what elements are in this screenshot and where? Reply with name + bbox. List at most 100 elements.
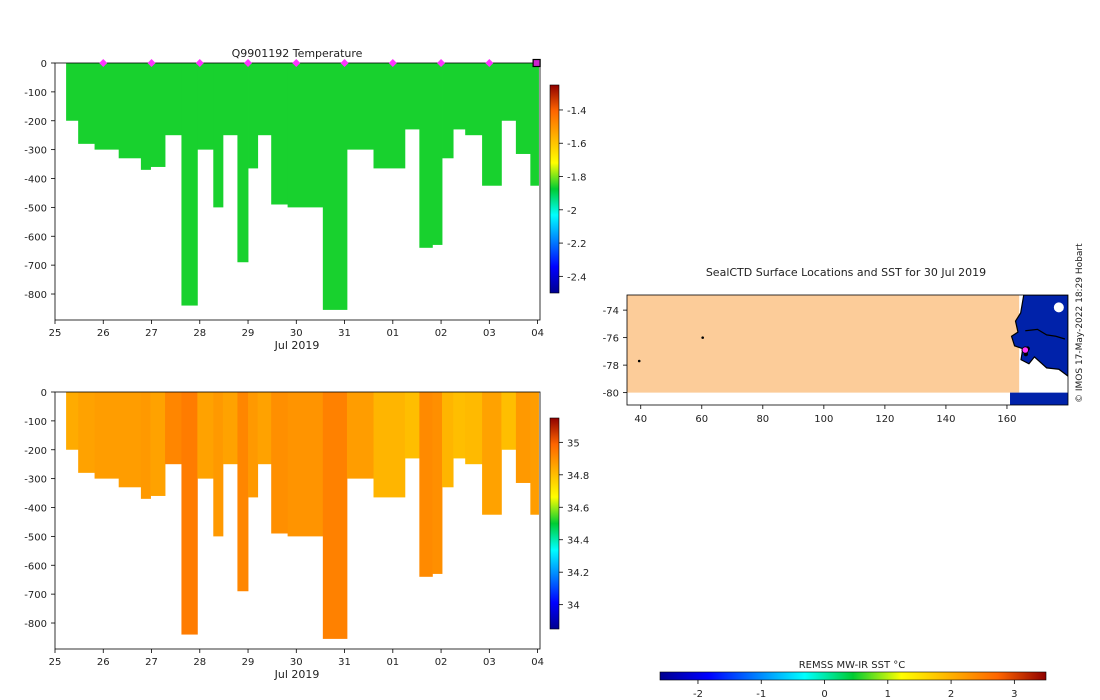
temp-profile-0 (66, 63, 79, 121)
temp-ytick-label: -300 (24, 146, 47, 157)
temperature-profiles (66, 63, 539, 310)
map-xtick-label: 120 (875, 414, 894, 425)
salinity-profiles (66, 392, 539, 639)
temp-profile-2 (94, 63, 120, 150)
sal-cbtick-label: 34.4 (567, 536, 589, 547)
surface-marker (99, 59, 108, 67)
temp-profile-19 (404, 63, 420, 130)
sal-profile-25 (482, 392, 502, 515)
sal-profile-26 (501, 392, 517, 450)
temp-ytick-label: -700 (24, 261, 47, 272)
salinity-x-axis: 25 26 27 28 29 30 31 01 02 03 04 (49, 649, 544, 668)
temp-profile-20 (419, 63, 433, 248)
map-title: SealCTD Surface Locations and SST for 30… (706, 266, 986, 279)
temp-profile-24 (465, 63, 483, 136)
temp-profile-9 (213, 63, 224, 208)
sal-profile-7 (181, 392, 198, 635)
surface-marker (388, 59, 397, 67)
temp-xtick-label: 25 (49, 328, 62, 339)
salinity-axes-frame (54, 391, 541, 650)
sst-cbtick-label: -2 (693, 689, 703, 700)
sal-profile-4 (140, 392, 151, 499)
map-xtick-label: 40 (634, 414, 647, 425)
temp-xtick-label: 03 (483, 328, 496, 339)
sal-ytick-label: -600 (24, 561, 47, 572)
temperature-colorbar (549, 84, 560, 294)
temp-xtick-label: 26 (97, 328, 110, 339)
temp-profile-16 (322, 63, 348, 310)
sal-profile-0 (66, 392, 79, 450)
sal-profile-2 (94, 392, 120, 479)
sal-cbtick-label: 34 (567, 601, 580, 612)
temp-profile-23 (453, 63, 466, 130)
sal-profile-9 (213, 392, 224, 537)
map-xtick-label: 160 (997, 414, 1016, 425)
sal-ytick-label: -700 (24, 590, 47, 601)
sal-xtick-label: 04 (531, 657, 544, 668)
temp-profile-15 (287, 63, 324, 208)
map-panel: SealCTD Surface Locations and SST for 30… (603, 266, 1069, 425)
temp-profile-13 (257, 63, 272, 136)
sal-profile-28 (530, 392, 539, 515)
sal-profile-8 (197, 392, 214, 479)
seal-locations (637, 336, 1030, 363)
sal-profile-10 (222, 392, 238, 465)
temp-profile-26 (501, 63, 517, 121)
sal-xtick-label: 01 (386, 657, 399, 668)
temperature-xlabel: Jul 2019 (274, 339, 320, 352)
sst-cbtick-label: 2 (948, 689, 954, 700)
sst-colorbar-group: REMSS MW-IR SST °C -2 -1 0 1 2 3 (659, 660, 1047, 700)
sal-profile-22 (442, 392, 454, 488)
temp-profile-14 (271, 63, 289, 205)
sal-profile-12 (248, 392, 259, 498)
sst-cbtick-label: 1 (885, 689, 891, 700)
temp-xtick-label: 04 (531, 328, 544, 339)
temp-cbtick-label: -2 (567, 206, 577, 217)
sal-ytick-label: -200 (24, 446, 47, 457)
sal-xtick-label: 26 (97, 657, 110, 668)
temp-xtick-label: 29 (242, 328, 255, 339)
sal-cbtick-label: 34.6 (567, 503, 589, 514)
sst-colorbar-label: REMSS MW-IR SST °C (799, 660, 906, 671)
temperature-colorbar-ticks: -1.4 -1.6 -1.8 -2 -2.2 -2.4 (559, 106, 587, 283)
credit-text: © IMOS 17-May-2022 18:29 Hobart (1075, 243, 1085, 403)
temp-profile-3 (118, 63, 142, 159)
sal-xtick-label: 27 (145, 657, 158, 668)
map-axes-frame (626, 294, 1069, 406)
sal-xtick-label: 30 (290, 657, 303, 668)
temp-profile-10 (222, 63, 238, 136)
map-ytick-label: -74 (603, 306, 619, 317)
temp-ytick-label: -100 (24, 88, 47, 99)
temp-profile-28 (530, 63, 539, 186)
temp-xtick-label: 01 (386, 328, 399, 339)
map-xtick-label: 100 (814, 414, 833, 425)
sal-profile-14 (271, 392, 289, 534)
temp-profile-27 (515, 63, 531, 154)
temp-xtick-label: 28 (193, 328, 206, 339)
sal-profile-19 (404, 392, 420, 459)
sal-xtick-label: 29 (242, 657, 255, 668)
temp-ytick-label: -200 (24, 117, 47, 128)
temp-profile-17 (346, 63, 374, 150)
sal-profile-20 (419, 392, 433, 577)
seal-location-point (701, 336, 704, 339)
salinity-panel: 0 -100 -200 -300 -400 -500 -600 -700 -800 25 26 27… (24, 388, 589, 681)
sal-profile-11 (237, 392, 249, 592)
temp-profile-7 (181, 63, 198, 306)
temp-profile-25 (482, 63, 502, 186)
sst-band (627, 295, 1020, 393)
sal-xtick-label: 28 (193, 657, 206, 668)
temp-cbtick-label: -1.4 (567, 106, 587, 117)
temp-profile-1 (78, 63, 95, 144)
temp-profile-5 (150, 63, 166, 167)
temp-profile-11 (237, 63, 249, 263)
temperature-title: Q9901192 Temperature (232, 47, 363, 60)
sal-ytick-label: 0 (41, 388, 47, 399)
temperature-x-axis: 25 26 27 28 29 30 31 01 02 03 04 (49, 320, 544, 339)
map-longitude-axis: 40 60 80 100 120 140 160 (634, 405, 1017, 425)
seal-location-point (637, 359, 641, 363)
sst-cbtick-label: -1 (756, 689, 766, 700)
surface-markers (99, 58, 541, 68)
land-gap (1053, 302, 1064, 313)
